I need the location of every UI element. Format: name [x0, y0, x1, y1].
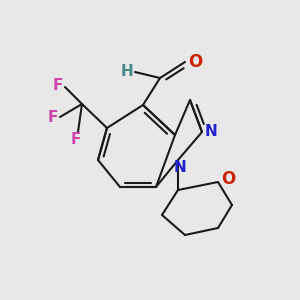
- Text: O: O: [221, 170, 235, 188]
- Text: F: F: [71, 131, 81, 146]
- Text: F: F: [53, 77, 63, 92]
- Text: N: N: [174, 160, 186, 175]
- Text: F: F: [48, 110, 58, 124]
- Text: H: H: [121, 64, 134, 80]
- Text: O: O: [188, 53, 202, 71]
- Text: N: N: [205, 124, 218, 140]
